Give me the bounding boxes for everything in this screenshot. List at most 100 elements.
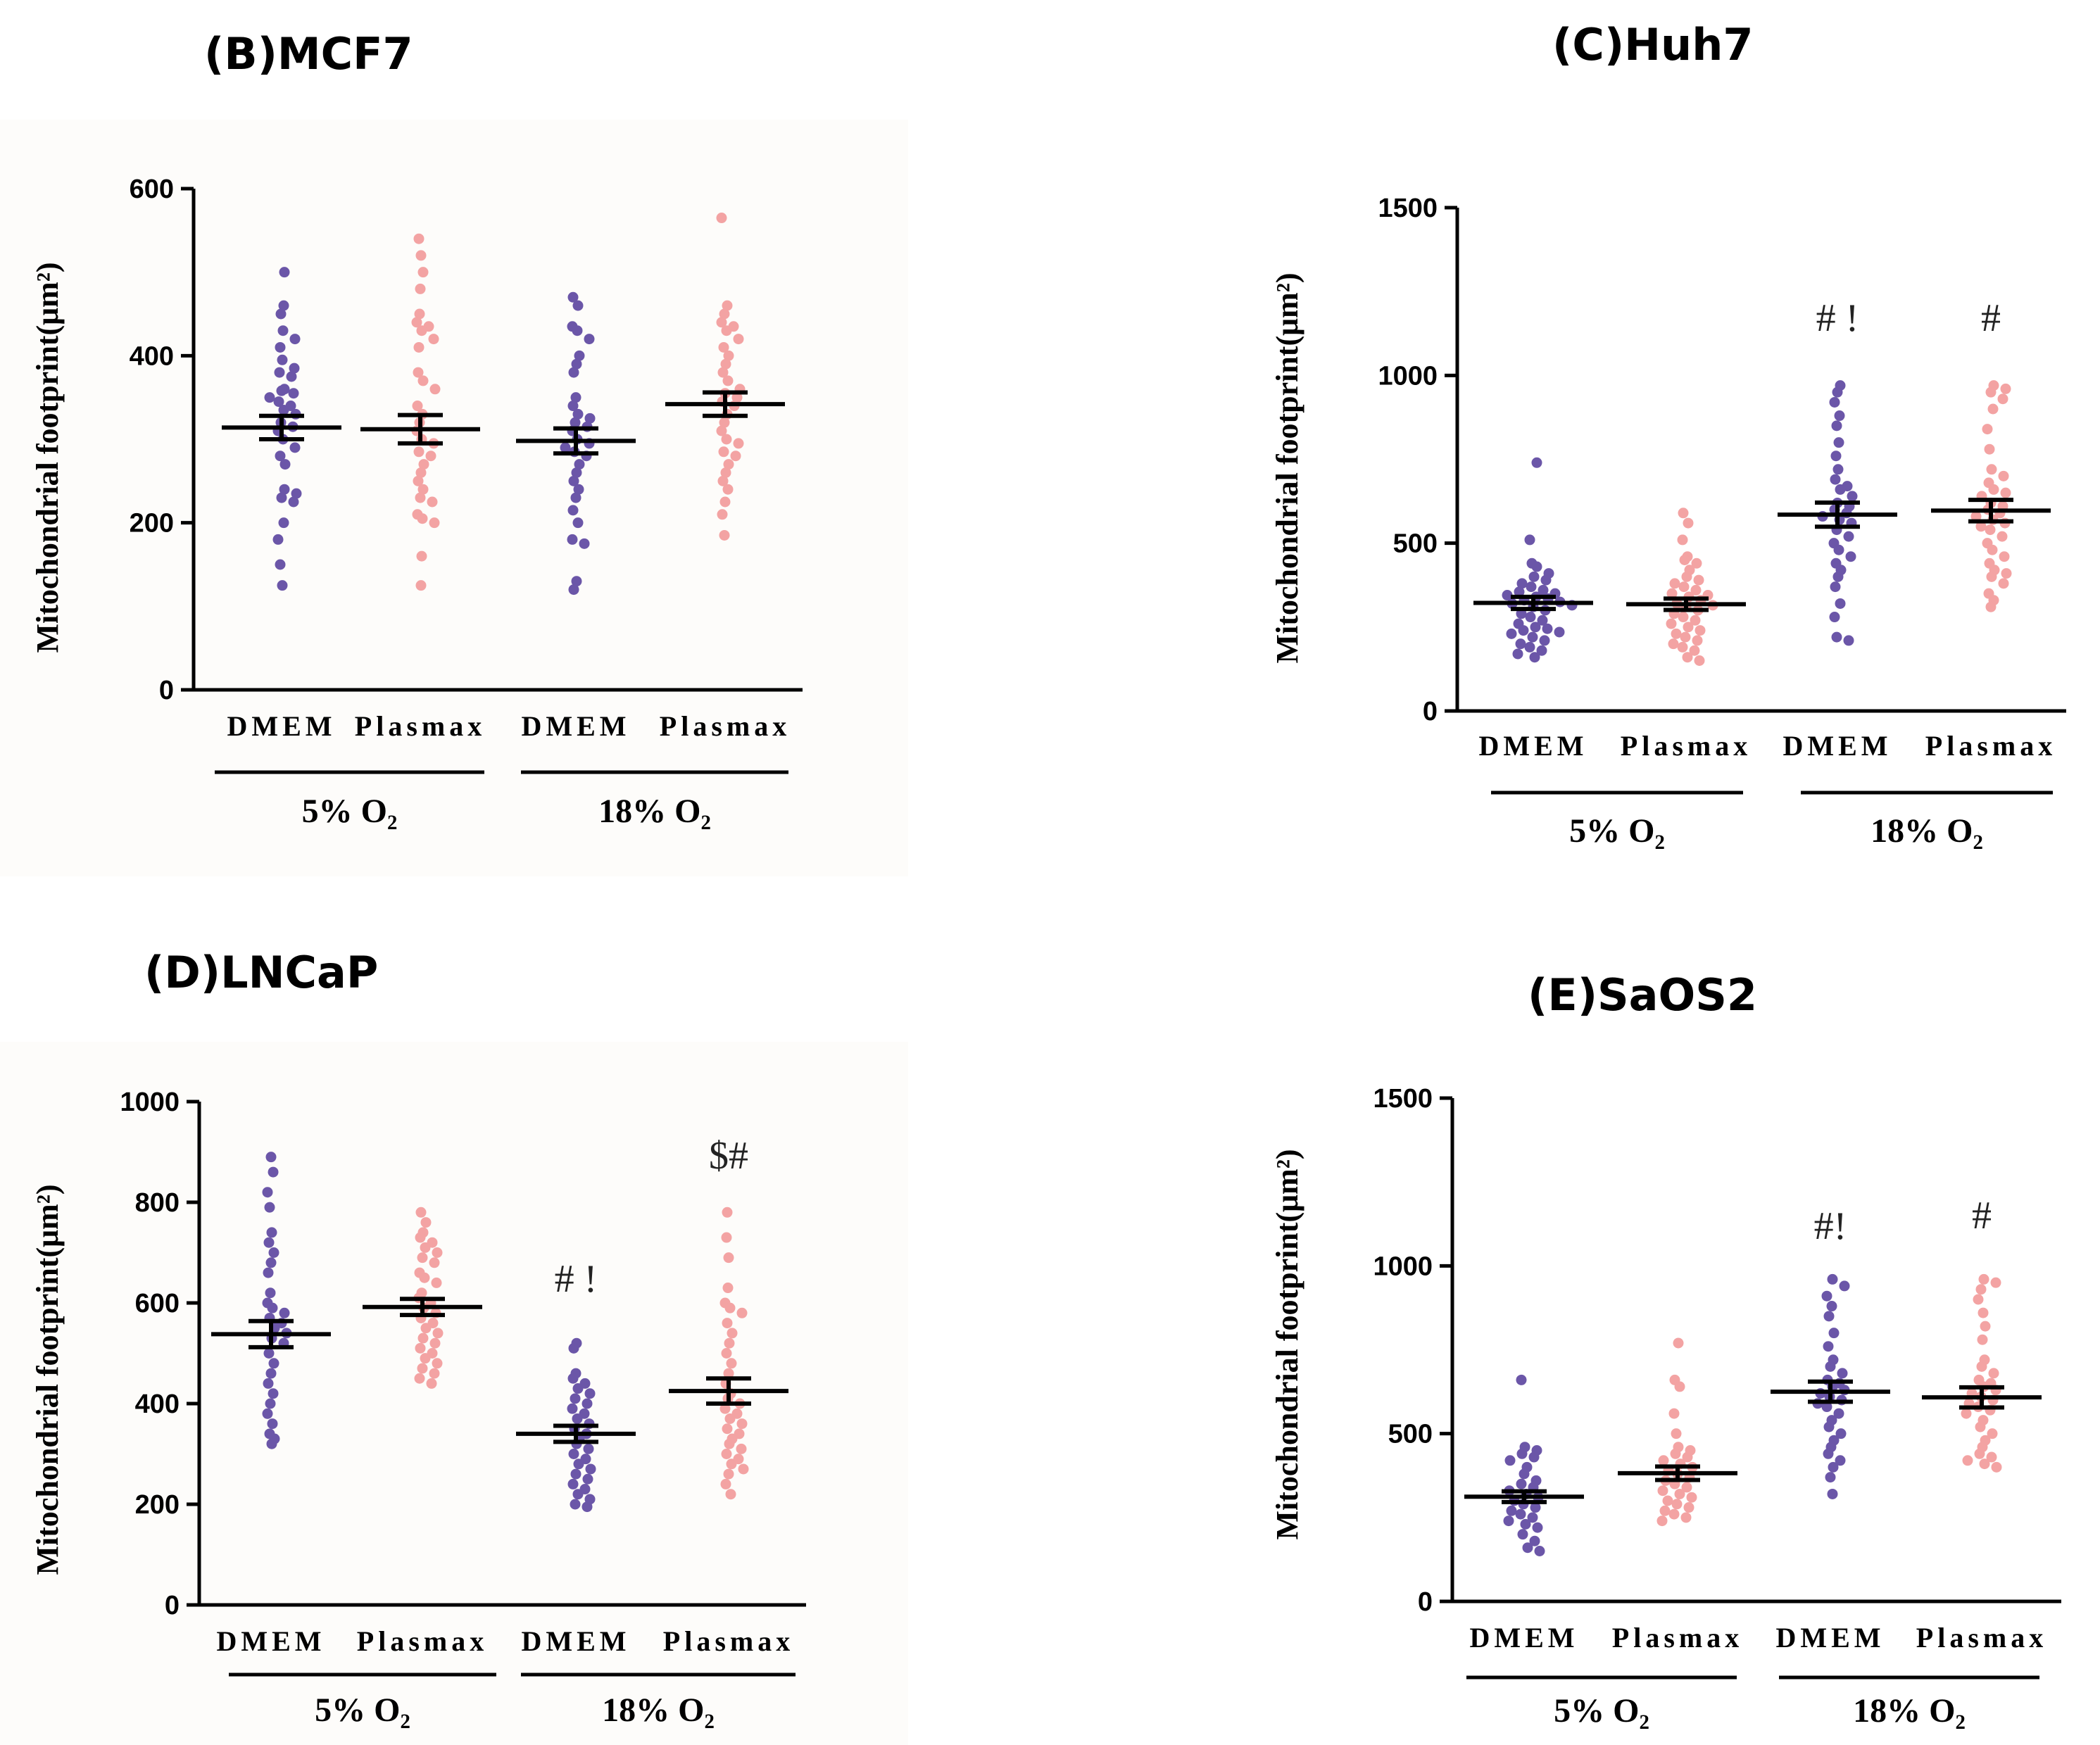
data-point [1536, 645, 1547, 656]
data-point [1845, 551, 1856, 562]
data-point [570, 392, 581, 403]
data-point [289, 363, 300, 374]
category-label: DMEM [227, 710, 336, 742]
data-point [417, 484, 429, 495]
data-point [1988, 1368, 1999, 1379]
data-point [1691, 557, 1702, 569]
data-point [1692, 635, 1703, 646]
data-point [1682, 1451, 1693, 1463]
data-point [1833, 544, 1844, 555]
data-point [431, 1277, 442, 1288]
data-point [1984, 443, 1995, 455]
data-point [1657, 1485, 1668, 1497]
data-point [1986, 464, 1997, 475]
data-point [1977, 1334, 1988, 1345]
data-point [289, 442, 301, 453]
data-point [1531, 457, 1542, 468]
category-label: Plasmax [357, 1625, 488, 1657]
data-point [567, 505, 579, 516]
data-point [716, 425, 727, 436]
data-point [724, 1302, 736, 1314]
data-point [279, 1307, 290, 1318]
data-point [1524, 641, 1535, 653]
data-point [289, 334, 301, 345]
data-point [1516, 1374, 1527, 1385]
data-point [568, 367, 579, 378]
data-point [722, 1207, 733, 1218]
data-point [1502, 590, 1513, 601]
data-point [1980, 1321, 1991, 1332]
data-point [417, 1252, 428, 1264]
data-point [272, 534, 284, 545]
data-point [1538, 584, 1549, 596]
panel-title: (E)SaOS2 [1528, 969, 1757, 1021]
data-point [1982, 424, 1993, 435]
group-label: 5% O₂ [302, 793, 398, 830]
data-point [1683, 517, 1694, 529]
data-point [417, 267, 429, 278]
category-label: DMEM [1775, 1622, 1885, 1653]
data-point [1835, 1455, 1846, 1466]
data-point [722, 300, 733, 311]
data-point [420, 1242, 431, 1253]
data-point [572, 325, 583, 336]
y-axis-label: Mitochondrial footprint(μm²) [30, 262, 65, 653]
data-point [719, 417, 730, 428]
data-point [721, 325, 732, 336]
data-point [279, 484, 290, 495]
data-point [278, 404, 289, 415]
data-point [1518, 625, 1529, 636]
data-point [736, 1307, 748, 1318]
data-point [570, 1499, 581, 1510]
data-point [567, 1373, 579, 1384]
significance-annotation: #! [1814, 1204, 1847, 1248]
data-point [1515, 638, 1526, 650]
data-point [567, 1403, 578, 1414]
data-point [1835, 1428, 1847, 1440]
data-point [1527, 631, 1538, 643]
data-point [1683, 622, 1694, 633]
y-tick-label: 0 [165, 1591, 180, 1620]
data-point [1674, 1488, 1685, 1499]
data-point [1835, 484, 1846, 495]
data-point [1837, 1368, 1848, 1379]
data-point [426, 1378, 437, 1389]
data-point [1825, 1361, 1836, 1372]
data-point [719, 1403, 731, 1414]
category-label: DMEM [521, 710, 630, 742]
panel-huh7: (C)Huh7 Mitochondrial footprint(μm²) 0 5… [1270, 19, 2066, 850]
data-point [720, 1478, 731, 1489]
significance-annotation: $# [709, 1134, 748, 1178]
data-point [1973, 1294, 1984, 1305]
group-label: 5% O₂ [1569, 812, 1665, 850]
data-point [1522, 1542, 1533, 1554]
data-point [274, 367, 285, 378]
data-point [415, 1232, 426, 1243]
data-point [581, 1398, 593, 1409]
data-point [567, 534, 578, 545]
data-point [1503, 1516, 1514, 1527]
data-point [573, 484, 584, 495]
data-point [1528, 571, 1540, 582]
data-point [721, 1232, 732, 1243]
data-point [572, 1413, 583, 1424]
data-point [415, 1207, 427, 1218]
data-point [1529, 1535, 1540, 1546]
data-point [723, 350, 734, 361]
data-point [1519, 1468, 1530, 1480]
data-point [1832, 464, 1844, 475]
data-point [568, 475, 579, 486]
data-point [1530, 622, 1541, 633]
data-point [1985, 386, 1997, 398]
data-point [1997, 393, 2008, 405]
data-point [723, 1368, 734, 1379]
data-point [2000, 487, 2011, 498]
data-point [1656, 1516, 1668, 1527]
y-tick-label: 1000 [1373, 1252, 1433, 1281]
data-point [263, 1267, 274, 1278]
panel-saos2: (E)SaOS2 Mitochondrial footprint(μm²) 0 … [1270, 969, 2061, 1730]
panel-mcf7: (B)MCF7 Mitochondrial footprint(μm²) 0 2… [30, 28, 803, 830]
data-point [1985, 601, 1997, 612]
data-point [415, 492, 426, 503]
data-point [718, 341, 729, 353]
